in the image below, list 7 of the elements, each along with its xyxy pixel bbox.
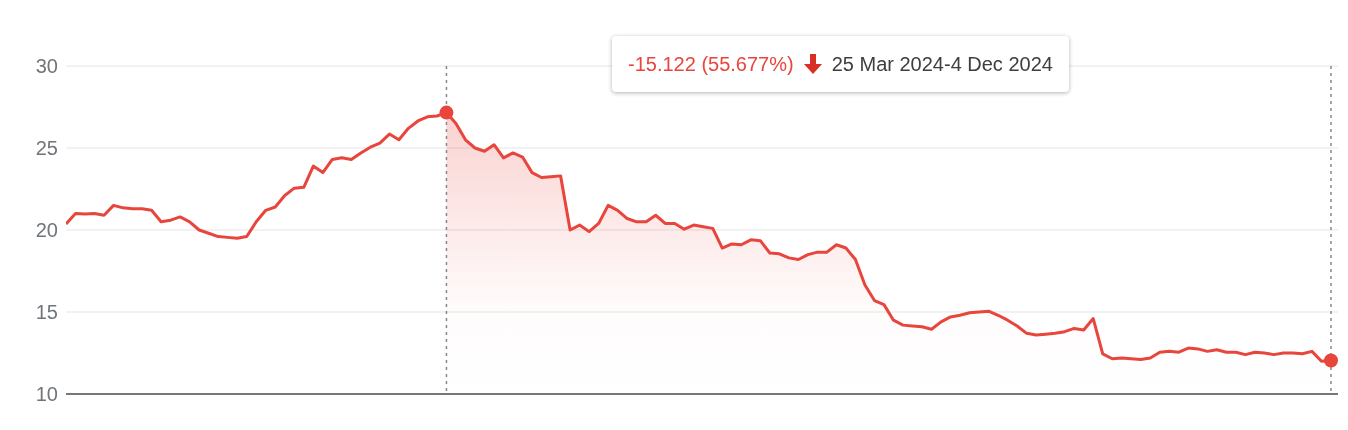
annotation: 25 Mar 2024-4 Dec 2024 xyxy=(831,52,1053,76)
y-tick-label: 10 xyxy=(35,383,58,406)
y-tick-label: 20 xyxy=(35,219,58,242)
y-tick-label: 15 xyxy=(35,301,58,324)
y-tick-label: 25 xyxy=(35,137,58,160)
y-tick-label: 30 xyxy=(35,55,58,78)
annotation: -15.122 (55.677%) xyxy=(628,52,794,76)
